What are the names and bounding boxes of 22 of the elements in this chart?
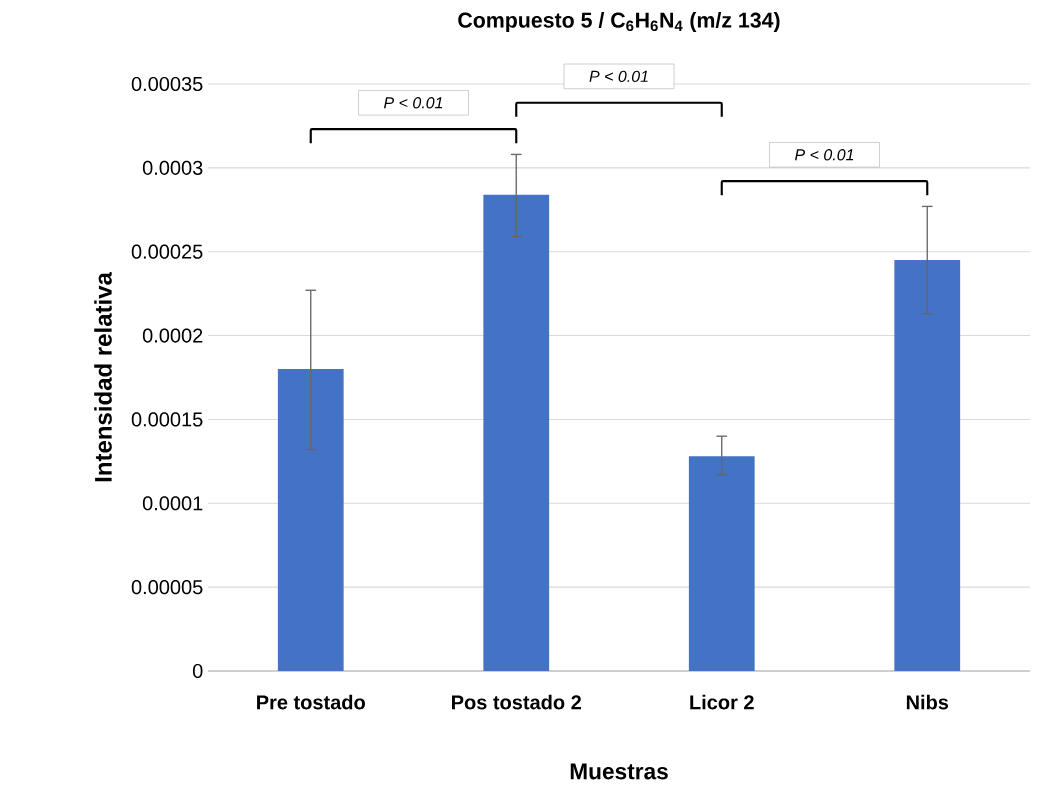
annotation: P < 0.01 <box>383 97 443 109</box>
bar <box>894 260 961 671</box>
y-axis-title: Intensidad relativa <box>94 271 112 482</box>
bar <box>483 194 550 671</box>
y-tick-label: 0.00025 <box>131 244 203 259</box>
chart-title: Compuesto 5 / C$_{6}$H$_{6}$N$_{4}$ (m/z 134) <box>458 12 780 32</box>
text: P < 0.01 <box>589 70 648 83</box>
x-tick-label: Nibs <box>906 694 949 710</box>
x-tick-label: Licor 2 <box>690 694 754 710</box>
x-tick-label: Pre tostado <box>257 694 365 710</box>
y-tick-label: 0 <box>192 663 203 679</box>
bar <box>277 369 344 671</box>
bar <box>688 456 755 671</box>
x-axis-title: Muestras <box>570 763 668 780</box>
y-tick-label: 0.0001 <box>142 496 203 511</box>
annotation: P < 0.01 <box>794 149 854 161</box>
x-tick-label: Pos tostado 2 <box>452 694 581 710</box>
y-tick-label: 0.0002 <box>142 328 203 343</box>
y-tick-label: 0.0003 <box>142 160 203 175</box>
y-tick-label: 0.00005 <box>131 580 203 595</box>
y-tick-label: 0.00015 <box>131 412 203 427</box>
y-tick-label: 0.00035 <box>131 76 203 92</box>
